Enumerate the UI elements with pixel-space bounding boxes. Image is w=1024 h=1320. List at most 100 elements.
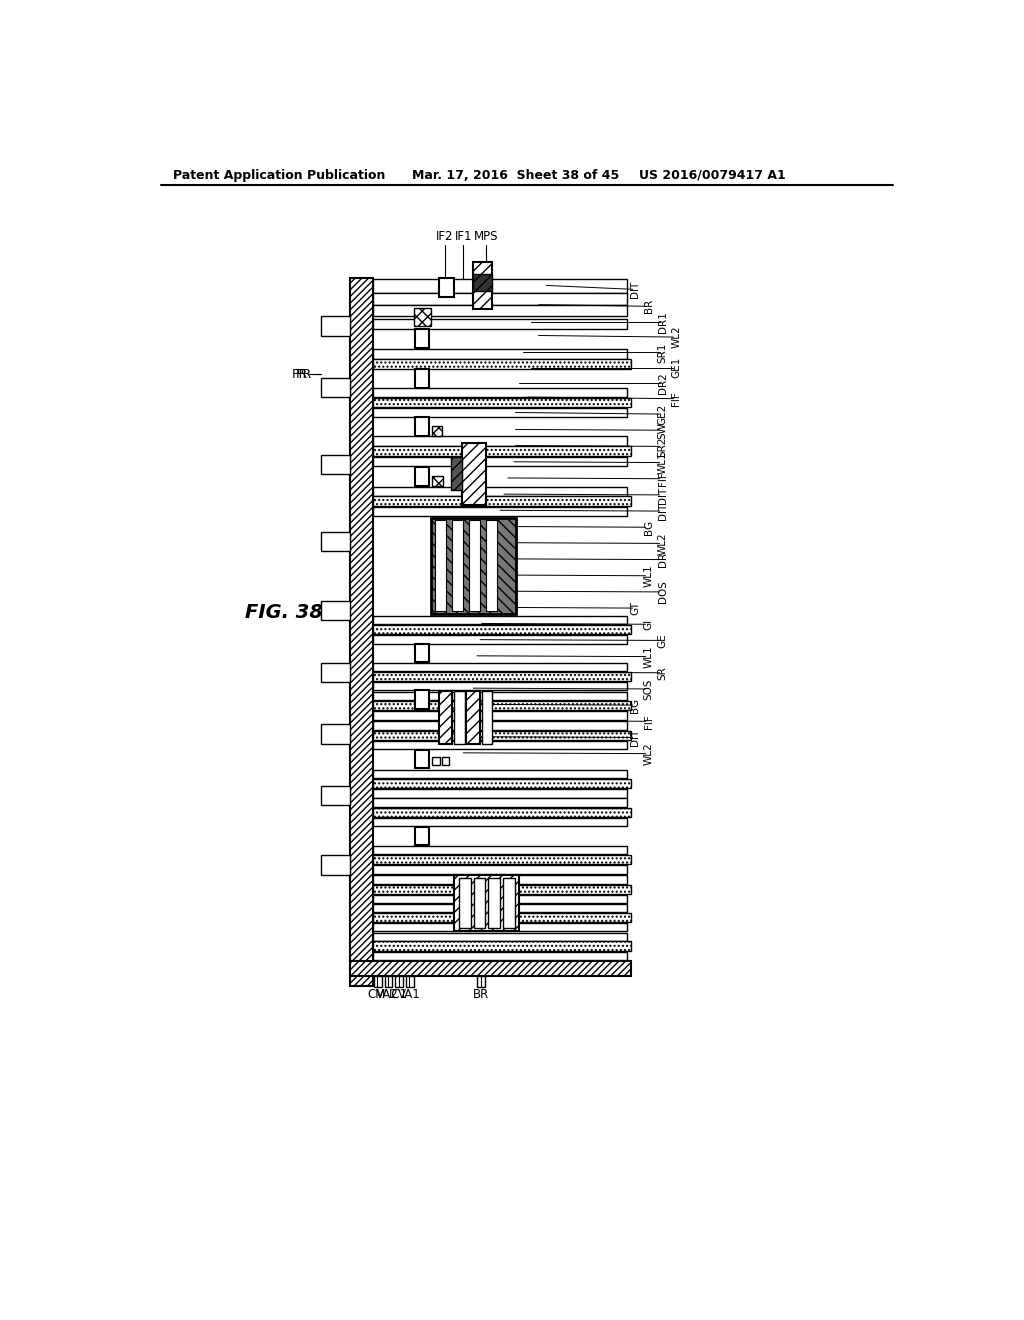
Text: GE2: GE2 [657, 404, 668, 425]
Bar [414, 308, 431, 326]
Bar [373, 875, 628, 884]
Text: WL1: WL1 [657, 451, 668, 474]
Bar [373, 692, 628, 701]
Text: DR: DR [657, 552, 668, 568]
Bar [462, 444, 486, 506]
Text: WL1: WL1 [644, 645, 653, 668]
Bar [373, 635, 628, 644]
Text: PR: PR [295, 367, 311, 380]
Text: SW: SW [657, 422, 668, 438]
Text: BG: BG [644, 520, 653, 535]
Bar [385, 977, 392, 987]
Bar [373, 305, 628, 317]
Bar [373, 711, 628, 719]
Text: CM: CM [368, 989, 386, 1002]
Bar [451, 457, 462, 490]
Bar [431, 517, 515, 614]
Bar [441, 758, 450, 766]
Bar [373, 507, 628, 516]
Text: MPS: MPS [474, 230, 499, 243]
Text: GE: GE [657, 634, 668, 648]
Bar [432, 477, 443, 486]
Bar [373, 318, 628, 330]
Bar [373, 721, 628, 730]
Bar [503, 878, 515, 928]
Text: WL1: WL1 [644, 565, 653, 587]
Text: DOS: DOS [657, 581, 668, 603]
Text: DIT: DIT [630, 729, 640, 746]
Text: FIG. 38: FIG. 38 [245, 603, 323, 622]
Bar [373, 626, 631, 635]
Bar [373, 701, 631, 710]
Text: DIT: DIT [630, 281, 640, 298]
Bar [373, 789, 628, 797]
Bar [416, 644, 429, 663]
Text: SR2: SR2 [657, 436, 668, 457]
Bar [373, 741, 628, 748]
Text: IC1: IC1 [389, 989, 409, 1002]
Bar [373, 866, 628, 874]
Text: WL2: WL2 [644, 742, 653, 764]
Text: GT: GT [630, 601, 640, 615]
Text: BG: BG [630, 697, 640, 713]
Text: WL2: WL2 [657, 532, 668, 554]
Bar [321, 725, 350, 743]
Text: FIF: FIF [644, 714, 653, 729]
Bar [373, 855, 631, 865]
Bar [373, 672, 631, 681]
Text: SOS: SOS [644, 678, 653, 700]
Text: IF1: IF1 [455, 230, 472, 243]
Text: DR2: DR2 [657, 372, 668, 395]
Bar [373, 884, 631, 894]
Text: VA1: VA1 [398, 989, 421, 1002]
Bar [432, 426, 441, 436]
Bar [373, 770, 628, 779]
Text: BR: BR [473, 989, 489, 1002]
Bar [373, 663, 628, 671]
Bar [486, 520, 497, 611]
Text: US 2016/0079417 A1: US 2016/0079417 A1 [639, 169, 785, 182]
Bar [321, 378, 350, 397]
Bar [373, 799, 628, 807]
Bar [416, 370, 429, 388]
Bar [438, 277, 454, 297]
Bar [432, 758, 440, 766]
Text: PR: PR [292, 367, 307, 380]
Bar [407, 977, 414, 987]
Bar [373, 437, 628, 446]
Bar [454, 875, 519, 932]
Bar [469, 520, 480, 611]
Bar [373, 359, 631, 370]
Bar [373, 846, 628, 854]
Bar [373, 293, 628, 305]
Text: WL2: WL2 [672, 326, 682, 348]
Text: IF2: IF2 [436, 230, 454, 243]
Text: GE1: GE1 [672, 358, 682, 379]
Bar [416, 750, 429, 768]
Bar [395, 977, 403, 987]
Bar [481, 692, 493, 743]
Bar [373, 280, 628, 293]
Bar [454, 692, 465, 743]
Bar [321, 455, 350, 474]
Text: DIT: DIT [657, 486, 668, 503]
Bar [350, 961, 631, 977]
Text: BR: BR [644, 300, 653, 313]
Bar [416, 467, 429, 486]
Bar [416, 330, 429, 348]
Text: DIT: DIT [657, 503, 668, 520]
Bar [416, 417, 429, 436]
Bar [487, 878, 500, 928]
Bar [373, 913, 631, 923]
Bar [373, 487, 628, 496]
Bar [373, 350, 628, 359]
Bar [435, 520, 446, 611]
Bar [373, 408, 628, 417]
Bar [416, 690, 429, 709]
Bar [321, 317, 350, 335]
Text: GI: GI [644, 619, 653, 630]
Bar [416, 826, 429, 845]
Bar [373, 941, 631, 950]
Text: SR: SR [657, 665, 668, 680]
Text: Patent Application Publication: Patent Application Publication [173, 169, 385, 182]
